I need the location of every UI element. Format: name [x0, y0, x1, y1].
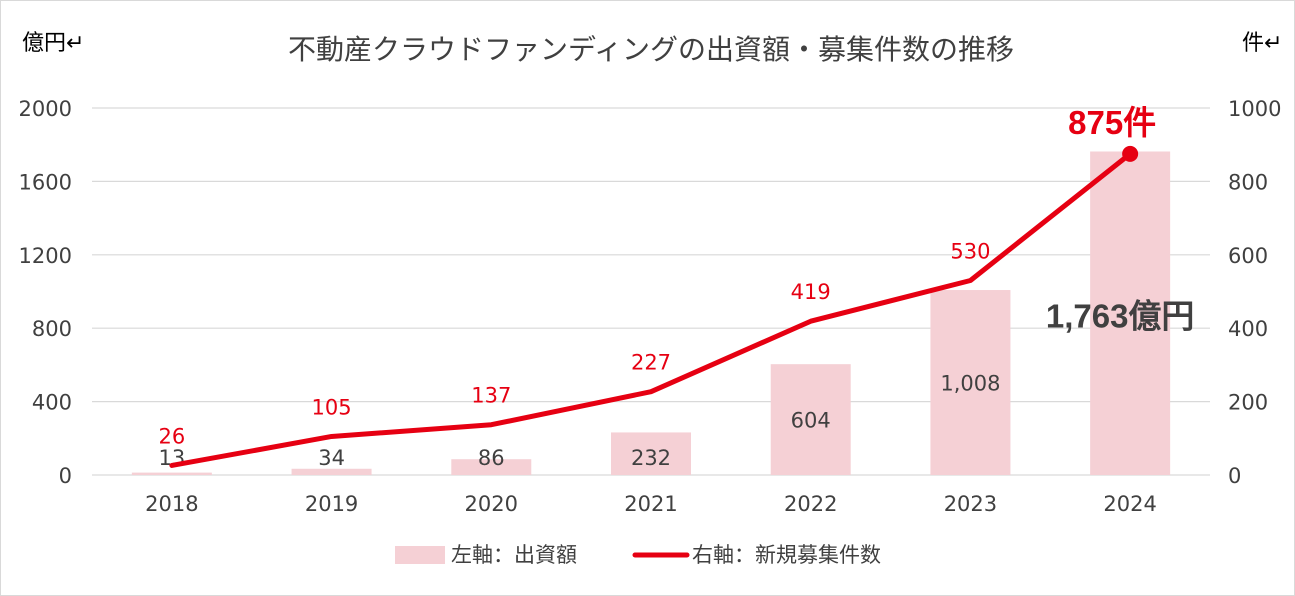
line-data-label-2020: 137 [471, 384, 511, 408]
line-marker-2024 [1122, 145, 1139, 162]
line-data-label-2021: 227 [631, 351, 671, 375]
bar-2023 [930, 290, 1011, 475]
bar-2019 [291, 468, 372, 475]
bar-data-label-2019: 34 [318, 446, 345, 470]
bar-data-label-2022: 604 [791, 409, 831, 433]
left-axis-tick-label: 400 [32, 391, 72, 415]
x-axis-tick-label: 2022 [784, 492, 837, 516]
right-axis-tick-label: 1000 [1228, 97, 1281, 121]
x-axis-tick-label: 2020 [465, 492, 518, 516]
bar-data-label-2024: 1,763億円 [1046, 297, 1195, 334]
legend-label-line: 右軸：新規募集件数 [692, 543, 881, 567]
line-data-label-2023: 530 [950, 239, 990, 263]
x-axis-tick-label: 2021 [624, 492, 677, 516]
x-axis-tick-label: 2019 [305, 492, 358, 516]
bar-2022 [770, 364, 851, 475]
bar-2020 [451, 459, 532, 475]
right-axis-tick-label: 800 [1228, 170, 1268, 194]
right-axis-tick-label: 600 [1228, 244, 1268, 268]
bar-2021 [611, 432, 691, 475]
chart-title: 不動産クラウドファンディングの出資額・募集件数の推移 [288, 33, 1014, 66]
x-axis-tick-label: 2024 [1103, 492, 1156, 516]
right-axis-tick-label: 0 [1228, 464, 1241, 488]
legend-swatch-bar [395, 546, 445, 564]
x-axis-tick-label: 2023 [944, 492, 997, 516]
right-axis-unit: 件↵ [1242, 31, 1282, 56]
line-data-label-2018: 26 [158, 424, 185, 448]
left-axis-tick-label: 1200 [19, 244, 72, 268]
x-axis-tick-label: 2018 [145, 492, 198, 516]
left-axis-tick-label: 0 [59, 464, 72, 488]
bar-2018 [131, 472, 212, 475]
line-data-label-2019: 105 [312, 395, 352, 419]
left-axis-tick-label: 1600 [19, 170, 72, 194]
bar-2024 [1090, 151, 1171, 475]
line-data-label-2024: 875件 [1068, 104, 1156, 141]
line-series-new-listings [169, 151, 1133, 468]
right-axis-tick-label: 200 [1228, 391, 1268, 415]
left-axis-tick-label: 800 [32, 317, 72, 341]
left-axis-unit: 億円↵ [22, 31, 84, 56]
bar-data-label-2023: 1,008 [940, 372, 1000, 396]
bar-data-label-2021: 232 [631, 446, 671, 470]
line-data-label-2022: 419 [791, 280, 831, 304]
legend-label-bar: 左軸：出資額 [451, 543, 577, 567]
right-axis-tick-label: 400 [1228, 317, 1268, 341]
left-axis-tick-label: 2000 [19, 97, 72, 121]
bar-data-label-2020: 86 [478, 446, 505, 470]
